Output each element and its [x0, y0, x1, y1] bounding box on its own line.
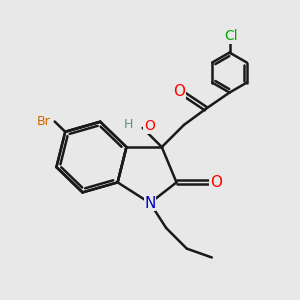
Text: O: O — [173, 84, 185, 99]
Text: Br: Br — [37, 115, 50, 128]
Text: Cl: Cl — [224, 29, 238, 43]
Text: O: O — [210, 175, 222, 190]
Text: N: N — [144, 196, 156, 211]
Text: O: O — [144, 119, 155, 134]
Text: H: H — [124, 118, 133, 131]
